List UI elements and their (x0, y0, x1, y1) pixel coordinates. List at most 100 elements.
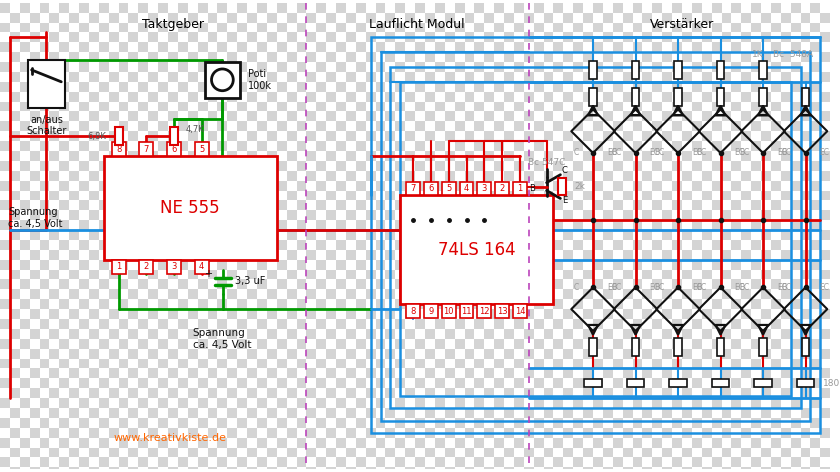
Bar (356, 388, 365, 398)
Bar (365, 13, 375, 23)
Bar (168, 151, 178, 161)
Bar (613, 62, 622, 72)
Bar (10, 309, 20, 319)
Bar (336, 339, 346, 349)
Bar (158, 339, 168, 349)
Bar (781, 299, 790, 309)
Bar (148, 101, 158, 111)
Bar (682, 349, 692, 359)
Bar (148, 13, 158, 23)
Bar (129, 279, 139, 289)
Bar (524, 329, 533, 339)
Bar (444, 220, 454, 230)
Bar (69, 319, 79, 329)
Bar (396, 447, 405, 457)
Bar (692, 62, 701, 72)
Bar (494, 82, 504, 92)
Bar (317, 62, 326, 72)
Bar (50, 52, 60, 62)
Bar (554, 33, 564, 42)
Bar (790, 191, 801, 201)
Bar (10, 82, 20, 92)
Bar (444, 62, 454, 72)
Bar (89, 3, 99, 13)
Bar (10, 201, 20, 211)
Bar (139, 250, 148, 260)
Bar (454, 379, 465, 388)
Bar (60, 92, 69, 101)
Bar (589, 88, 597, 106)
Bar (129, 111, 139, 121)
Bar (465, 457, 475, 467)
Bar (801, 270, 811, 279)
Bar (613, 52, 622, 62)
Bar (514, 299, 524, 309)
Bar (543, 260, 554, 270)
Bar (247, 319, 257, 329)
Bar (564, 438, 573, 447)
Bar (237, 191, 247, 201)
Bar (781, 309, 790, 319)
Bar (504, 211, 514, 220)
Bar (370, 37, 821, 433)
Bar (69, 270, 79, 279)
Bar (801, 181, 811, 191)
Bar (662, 181, 672, 191)
Bar (365, 379, 375, 388)
Bar (276, 121, 286, 131)
Bar (317, 171, 326, 181)
Bar (564, 388, 573, 398)
Bar (564, 151, 573, 161)
Bar (643, 428, 653, 438)
Bar (524, 279, 533, 289)
Bar (118, 279, 129, 289)
Bar (0, 447, 10, 457)
Bar (444, 438, 454, 447)
Bar (405, 161, 415, 171)
Bar (722, 62, 732, 72)
Bar (336, 230, 346, 240)
Bar (692, 101, 701, 111)
Bar (188, 141, 197, 151)
Bar (148, 3, 158, 13)
Bar (435, 181, 444, 191)
Bar (29, 220, 39, 230)
Bar (218, 279, 228, 289)
Bar (761, 201, 771, 211)
Bar (276, 92, 286, 101)
Bar (692, 349, 701, 359)
Bar (158, 398, 168, 408)
Bar (69, 13, 79, 23)
Bar (276, 388, 286, 398)
Bar (494, 408, 504, 418)
Bar (583, 467, 593, 472)
Bar (761, 408, 771, 418)
Bar (346, 279, 356, 289)
Bar (692, 82, 701, 92)
Bar (811, 270, 821, 279)
Bar (228, 359, 237, 369)
Bar (415, 3, 425, 13)
Bar (732, 92, 741, 101)
Bar (69, 151, 79, 161)
Bar (722, 329, 732, 339)
Bar (435, 398, 444, 408)
Bar (218, 418, 228, 428)
Text: 3,3 uF: 3,3 uF (235, 277, 265, 287)
Bar (346, 92, 356, 101)
Bar (564, 121, 573, 131)
Bar (543, 171, 554, 181)
Bar (494, 111, 504, 121)
Bar (99, 279, 108, 289)
Bar (267, 131, 276, 141)
Bar (682, 121, 692, 131)
Bar (207, 349, 218, 359)
Bar (711, 299, 722, 309)
Bar (346, 101, 356, 111)
Bar (386, 42, 396, 52)
Bar (732, 23, 741, 33)
Bar (257, 349, 267, 359)
Bar (267, 171, 276, 181)
Text: BC: BC (696, 149, 706, 158)
Bar (50, 211, 60, 220)
